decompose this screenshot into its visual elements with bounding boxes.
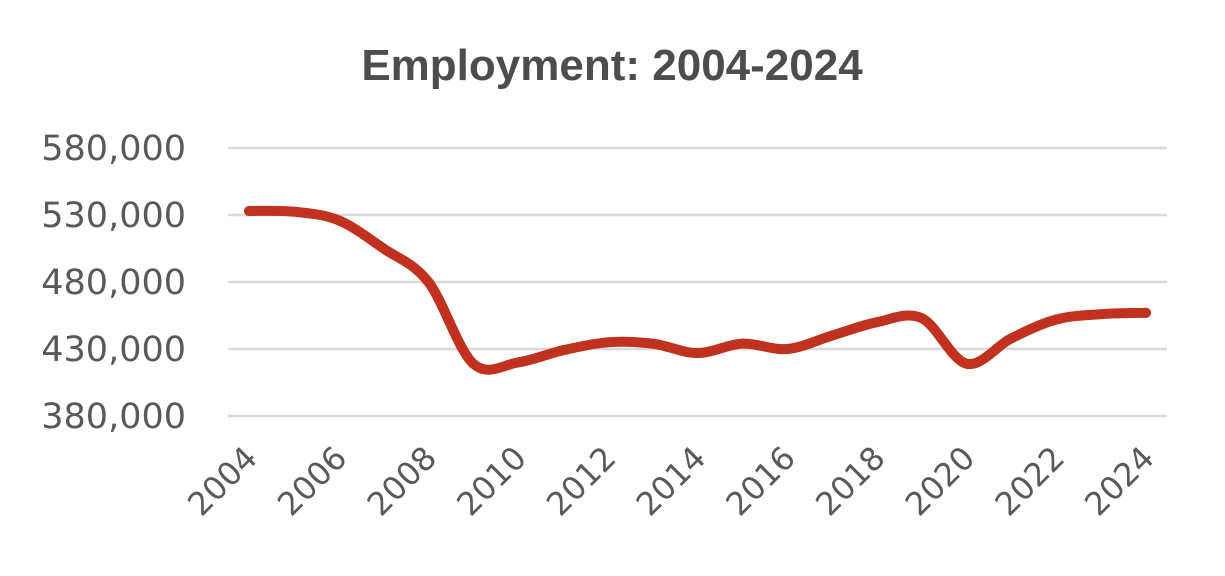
- data-point: [557, 345, 568, 356]
- x-tick-label: 2006: [270, 439, 354, 523]
- data-point: [378, 243, 389, 254]
- data-point: [916, 313, 927, 324]
- series-layer: [244, 205, 1151, 375]
- x-tick-label: 2004: [180, 439, 264, 523]
- data-point: [1096, 309, 1107, 320]
- x-tick-label: 2024: [1077, 439, 1161, 523]
- x-tick-label: 2014: [629, 439, 713, 523]
- data-point: [333, 215, 344, 226]
- data-point: [244, 205, 254, 216]
- y-axis-tick-labels: 580,000 530,000 480,000 430,000 380,000: [41, 129, 186, 437]
- x-tick-label: 2020: [898, 439, 982, 523]
- x-tick-label: 2016: [718, 439, 802, 523]
- data-point: [737, 338, 748, 349]
- data-point: [782, 344, 793, 354]
- data-point: [423, 277, 434, 287]
- data-point: [961, 358, 972, 369]
- employment-series-line: [244, 205, 1151, 375]
- chart-title: Employment: 2004-2024: [361, 41, 863, 90]
- data-point: [468, 358, 479, 369]
- x-tick-label: 2008: [360, 439, 444, 523]
- data-point: [871, 317, 882, 328]
- x-tick-label: 2022: [988, 439, 1072, 523]
- data-point: [1006, 333, 1017, 344]
- y-tick-label: 530,000: [41, 196, 186, 236]
- y-tick-label: 480,000: [41, 263, 186, 303]
- y-tick-label: 430,000: [41, 330, 186, 370]
- gridlines: [228, 146, 1167, 418]
- data-point: [647, 338, 658, 349]
- data-point: [602, 337, 613, 348]
- y-tick-label: 380,000: [41, 397, 186, 437]
- x-axis-tick-labels: 2004 2006 2008 2010 2012 2014 2016 2018 2020 2022…: [180, 439, 1161, 523]
- data-point: [288, 206, 299, 217]
- data-point: [827, 330, 838, 341]
- x-tick-label: 2018: [808, 439, 892, 523]
- x-tick-label: 2010: [449, 439, 533, 523]
- data-point: [1141, 307, 1151, 318]
- x-tick-label: 2012: [539, 439, 623, 523]
- data-point: [1051, 314, 1062, 325]
- y-tick-label: 580,000: [41, 129, 186, 169]
- data-point: [513, 357, 524, 368]
- data-point: [692, 348, 703, 359]
